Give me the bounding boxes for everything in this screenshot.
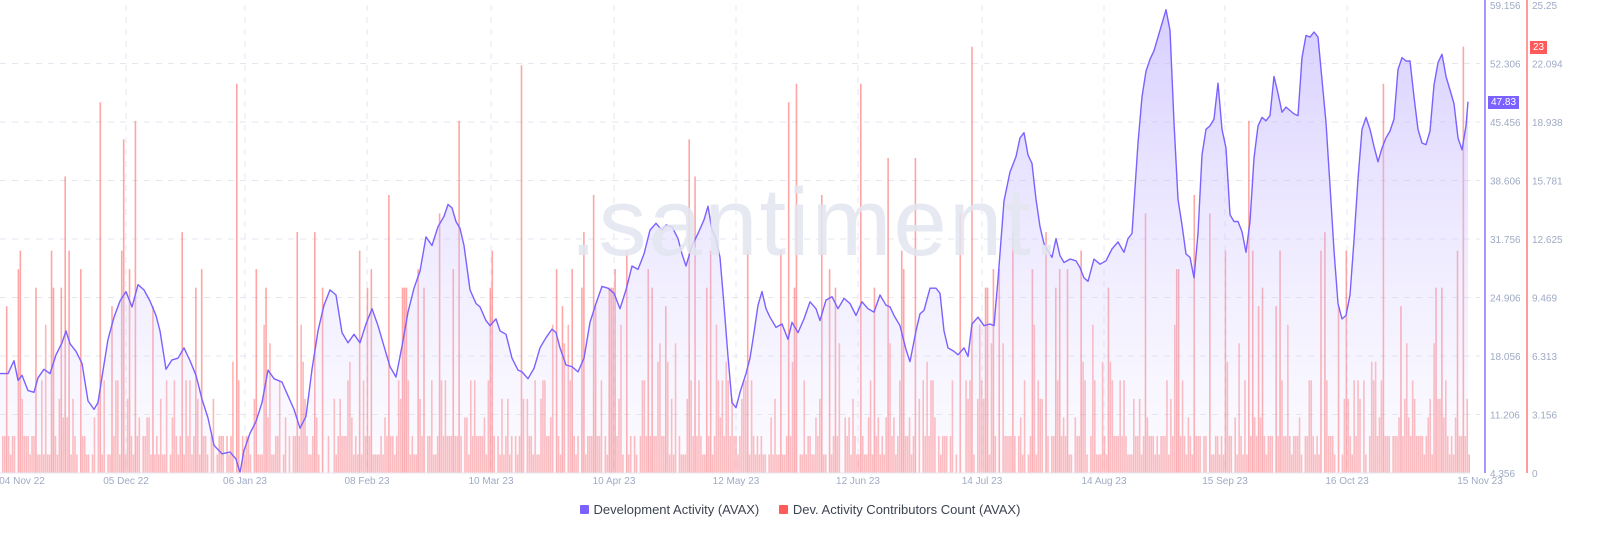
x-axis-tick: 14 Jul 23 <box>962 476 1003 487</box>
left-axis-tick: 59.156 <box>1490 1 1521 12</box>
legend-label: Dev. Activity Contributors Count (AVAX) <box>792 502 1021 517</box>
x-axis-tick: 15 Nov 23 <box>1457 476 1503 487</box>
left-axis-current-badge: 47.83 <box>1488 96 1520 109</box>
x-axis-tick: 14 Aug 23 <box>1081 476 1126 487</box>
red-swatch-icon <box>778 505 788 514</box>
legend-item-contributors-count[interactable]: Dev. Activity Contributors Count (AVAX) <box>778 502 1021 517</box>
x-axis-tick: 10 Mar 23 <box>468 476 513 487</box>
x-axis-tick: 06 Jan 23 <box>223 476 267 487</box>
left-axis-tick: 31.756 <box>1490 235 1521 246</box>
right-axis-tick: 6.313 <box>1532 352 1557 363</box>
axes: 59.156 25.25 52.306 22.094 45.456 18.938 38.60… <box>0 0 1563 487</box>
left-axis-tick: 45.456 <box>1490 118 1521 129</box>
right-axis-current-badge: 23 <box>1530 41 1548 54</box>
right-axis-tick: 12.625 <box>1532 235 1563 246</box>
x-axis-tick: 16 Oct 23 <box>1325 476 1369 487</box>
left-axis-tick: 18.056 <box>1490 352 1521 363</box>
right-axis-tick: 22.094 <box>1532 60 1563 71</box>
left-axis-tick: 11.206 <box>1490 411 1520 422</box>
left-axis-tick: 4.356 <box>1490 469 1515 480</box>
activity-area <box>0 9 1469 474</box>
legend-item-development-activity[interactable]: Development Activity (AVAX) <box>579 502 760 517</box>
left-axis-tick: 24.906 <box>1490 294 1521 305</box>
chart-legend: Development Activity (AVAX) Dev. Activit… <box>0 502 1600 517</box>
x-axis-tick: 04 Nov 22 <box>0 476 45 487</box>
x-axis-tick: 10 Apr 23 <box>593 476 636 487</box>
x-axis-tick: 05 Dec 22 <box>103 476 149 487</box>
right-axis-tick: 9.469 <box>1532 294 1557 305</box>
right-axis-tick: 3.156 <box>1532 411 1557 422</box>
right-axis-tick: 18.938 <box>1532 118 1563 129</box>
x-axis-tick: 12 May 23 <box>713 476 760 487</box>
left-axis-tick: 52.306 <box>1490 60 1521 71</box>
chart-canvas: 59.156 25.25 52.306 22.094 45.456 18.938 38.60… <box>0 0 1563 487</box>
x-axis-tick: 12 Jun 23 <box>836 476 880 487</box>
purple-swatch-icon <box>579 505 589 514</box>
x-axis-tick: 15 Sep 23 <box>1202 476 1248 487</box>
left-axis-tick: 38.606 <box>1490 177 1521 188</box>
legend-label: Development Activity (AVAX) <box>593 502 760 517</box>
right-axis-tick: 15.781 <box>1532 177 1563 188</box>
right-axis-tick: 0 <box>1532 469 1538 480</box>
right-axis-tick: 25.25 <box>1532 1 1557 12</box>
x-axis-tick: 08 Feb 23 <box>344 476 389 487</box>
